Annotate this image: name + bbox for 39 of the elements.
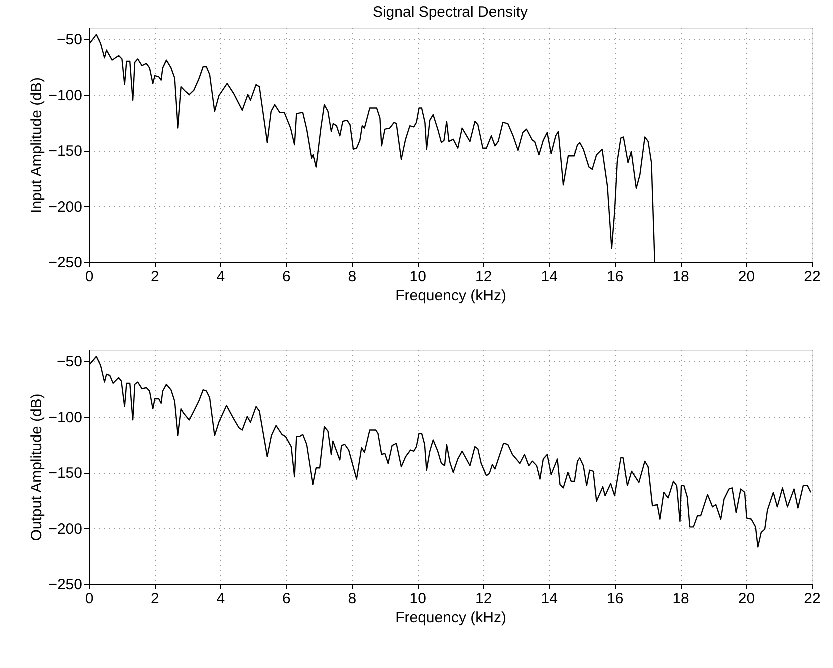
x-axis-title: Frequency (kHz) <box>396 288 506 304</box>
y-tick-label: −50 <box>57 354 82 371</box>
y-tick-label: −250 <box>48 576 82 594</box>
y-tick-label: −250 <box>48 254 82 272</box>
x-tick-label: 6 <box>282 590 291 608</box>
x-axis-title: Frequency (kHz) <box>396 610 506 626</box>
x-tick-label: 16 <box>606 590 624 608</box>
x-tick-label: 22 <box>804 590 821 608</box>
y-tick-label: −100 <box>48 409 82 426</box>
x-tick-label: 14 <box>541 590 558 608</box>
chart-title: Signal Spectral Density <box>372 4 529 21</box>
y-axis-title: Output Amplitude (dB) <box>28 394 46 542</box>
x-tick-label: 14 <box>541 268 558 286</box>
y-axis-title: Input Amplitude (dB) <box>28 78 46 214</box>
x-tick-label: 18 <box>672 590 690 608</box>
y-tick-label: −150 <box>48 143 82 160</box>
x-tick-label: 6 <box>282 268 291 286</box>
x-tick-label: 8 <box>348 590 357 608</box>
x-tick-label: 10 <box>410 268 426 286</box>
x-tick-label: 2 <box>151 268 160 286</box>
y-tick-label: −200 <box>48 520 82 538</box>
y-tick-label: −150 <box>48 465 82 482</box>
y-tick-label: −100 <box>48 87 82 104</box>
y-tick-label: −200 <box>48 198 82 216</box>
x-tick-label: 8 <box>348 268 357 286</box>
x-tick-label: 10 <box>410 590 426 608</box>
x-tick-label: 4 <box>216 268 226 286</box>
x-tick-label: 18 <box>672 268 690 286</box>
x-tick-label: 22 <box>804 268 821 286</box>
x-tick-label: 12 <box>476 268 492 286</box>
x-tick-label: 12 <box>476 590 492 608</box>
x-tick-label: 0 <box>85 268 94 286</box>
x-tick-label: 20 <box>738 590 756 608</box>
x-tick-label: 20 <box>738 268 756 286</box>
x-tick-label: 0 <box>85 590 94 608</box>
x-tick-label: 16 <box>606 268 624 286</box>
x-tick-label: 4 <box>216 590 226 608</box>
x-tick-label: 2 <box>151 590 160 608</box>
y-tick-label: −50 <box>57 32 82 49</box>
